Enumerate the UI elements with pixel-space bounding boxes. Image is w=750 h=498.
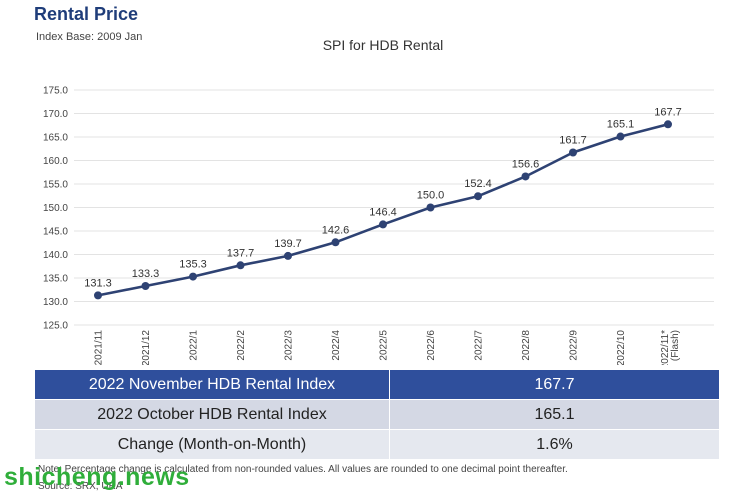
data-label: 142.6 xyxy=(322,224,350,236)
data-point xyxy=(426,203,435,212)
data-point xyxy=(379,220,387,229)
data-point xyxy=(616,132,625,141)
x-tick: 2022/11* (Flash) xyxy=(660,330,681,365)
y-tick-label: 130.0 xyxy=(43,297,68,308)
table-cell-label: Change (Month-on-Month) xyxy=(34,429,390,460)
source-note: Source: SRX, URA xyxy=(38,481,123,492)
data-label: 165.1 xyxy=(607,119,635,131)
y-tick-label: 155.0 xyxy=(43,180,68,191)
y-tick-label: 140.0 xyxy=(43,250,68,261)
y-tick-label: 170.0 xyxy=(43,109,68,120)
y-axis-ticks: 125.0 130.0 135.0 140.0 145.0 150.0 155.0 160.0… xyxy=(43,86,68,332)
table-row: 2022 October HDB Rental Index 165.1 xyxy=(34,399,720,430)
table-cell-value: 165.1 xyxy=(389,399,720,430)
x-tick-label: 2022/11* xyxy=(660,330,671,365)
table-cell-value: 167.7 xyxy=(389,369,720,400)
spi-rental-line-chart: SPI for HDB Rental 125.0130.0135.0140.01… xyxy=(43,37,714,365)
data-label: 137.7 xyxy=(227,247,255,259)
y-tick-label: 150.0 xyxy=(43,203,68,214)
x-tick: 2022/6 xyxy=(426,330,437,361)
data-label: 167.7 xyxy=(654,106,682,118)
x-tick: 2022/8 xyxy=(521,330,532,361)
data-label: 156.6 xyxy=(512,158,540,170)
index-base-note: Index Base: 2009 Jan xyxy=(36,31,143,43)
data-point xyxy=(189,272,197,281)
table-row: 2022 November HDB Rental Index 167.7 xyxy=(34,369,720,400)
data-label: 131.3 xyxy=(84,277,112,289)
data-label: 146.4 xyxy=(369,206,397,218)
data-label: 133.3 xyxy=(132,268,160,280)
data-point xyxy=(94,291,102,300)
x-tick-label: 2021/11 xyxy=(94,330,105,365)
y-tick-label: 145.0 xyxy=(43,227,68,238)
x-tick: 2021/11 xyxy=(94,330,105,365)
x-tick: 2022/9 xyxy=(569,330,580,361)
x-tick-label: 2022/6 xyxy=(426,330,437,361)
table-row: Change (Month-on-Month) 1.6% xyxy=(34,429,720,460)
x-axis-ticks: 2021/11 2021/12 2022/1 2022/2 2022/3 2022/4 20… xyxy=(94,330,682,365)
y-tick-label: 160.0 xyxy=(43,156,68,167)
x-tick: 2022/3 xyxy=(284,330,295,361)
x-tick: 2022/4 xyxy=(331,330,342,361)
data-point xyxy=(569,148,577,157)
x-tick-label: 2022/2 xyxy=(236,330,247,361)
data-label: 150.0 xyxy=(417,190,445,202)
x-tick-label: 2022/4 xyxy=(331,330,342,361)
data-label: 139.7 xyxy=(274,238,302,250)
data-point xyxy=(521,172,530,181)
data-point xyxy=(331,238,340,247)
x-tick: 2022/7 xyxy=(474,330,485,361)
table-cell-label: 2022 October HDB Rental Index xyxy=(34,399,390,430)
x-tick: 2022/2 xyxy=(236,330,247,361)
table-cell-label: 2022 November HDB Rental Index xyxy=(34,369,390,400)
x-tick: 2021/12 xyxy=(141,330,152,365)
data-label: 152.4 xyxy=(464,178,492,190)
y-tick-label: 125.0 xyxy=(43,321,68,332)
footnote: Note: Percentage change is calculated fr… xyxy=(38,464,568,475)
data-label: 135.3 xyxy=(179,259,207,271)
x-tick-label: 2022/8 xyxy=(521,330,532,361)
rental-index-summary-table: 2022 November HDB Rental Index 167.7 202… xyxy=(34,369,720,460)
x-tick-label: 2021/12 xyxy=(141,330,152,365)
x-tick-label: 2022/1 xyxy=(189,330,200,361)
table-cell-value: 1.6% xyxy=(389,429,720,460)
x-tick-label: 2022/9 xyxy=(569,330,580,361)
series-layer: 131.3 133.3 135.3 137.7 139.7 142.6 146.4 150.0… xyxy=(84,106,682,300)
x-tick-label: 2022/10 xyxy=(616,330,627,365)
site-watermark: shicheng.news xyxy=(4,463,190,491)
data-point xyxy=(664,120,672,129)
y-tick-label: 165.0 xyxy=(43,133,68,144)
data-point xyxy=(141,281,150,290)
x-tick: 2022/5 xyxy=(379,330,390,361)
y-tick-label: 175.0 xyxy=(43,86,68,97)
chart-title: SPI for HDB Rental xyxy=(323,37,444,53)
x-tick-label: 2022/3 xyxy=(284,330,295,361)
x-tick-sublabel: (Flash) xyxy=(670,330,681,361)
y-tick-label: 135.0 xyxy=(43,274,68,285)
x-tick-label: 2022/7 xyxy=(474,330,485,361)
data-label: 161.7 xyxy=(559,135,587,147)
x-tick: 2022/10 xyxy=(616,330,627,365)
data-point xyxy=(236,261,245,270)
data-point xyxy=(474,192,482,201)
x-tick: 2022/1 xyxy=(189,330,200,361)
data-point xyxy=(284,251,292,260)
page-title: Rental Price xyxy=(34,4,139,24)
x-tick-label: 2022/5 xyxy=(379,330,390,361)
